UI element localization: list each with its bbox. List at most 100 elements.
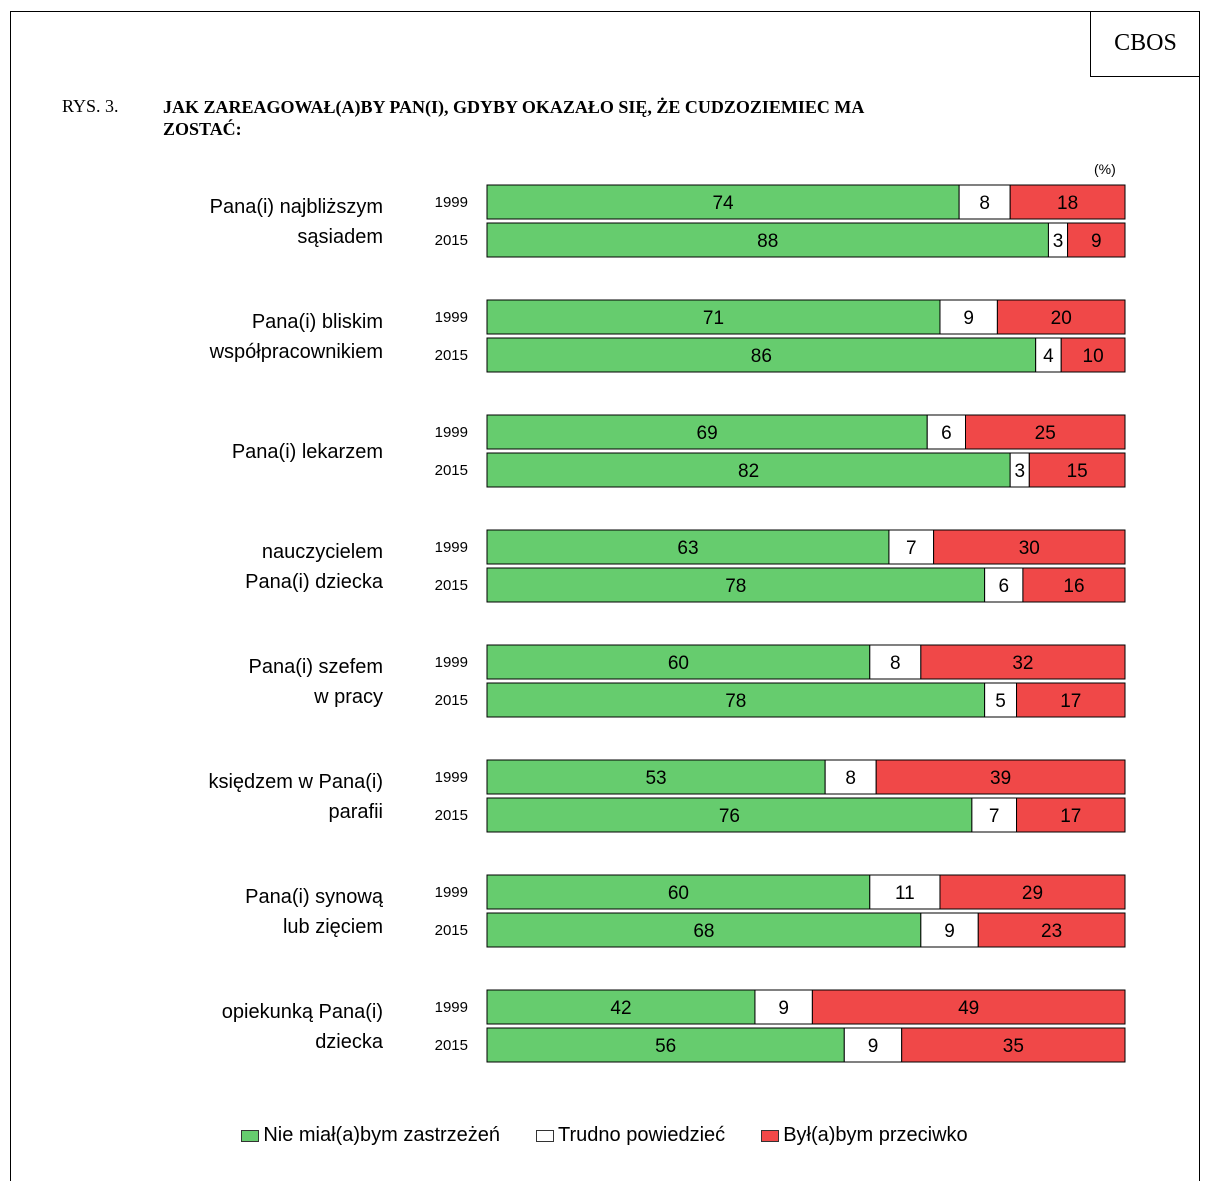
data-label: 78 — [725, 576, 746, 597]
data-label: 86 — [751, 346, 772, 367]
chart-title: JAK ZAREAGOWAŁ(A)BY PAN(I), GDYBY OKAZAŁ… — [163, 97, 864, 139]
year-label: 2015 — [435, 692, 468, 709]
legend-label-hard: Trudno powiedzieć — [558, 1124, 726, 1146]
data-label: 35 — [1003, 1036, 1024, 1057]
year-label: 2015 — [435, 347, 468, 364]
bar-segment-against — [811, 989, 1126, 1025]
category-label: Pana(i) bliskim — [252, 311, 383, 333]
data-label: 29 — [1022, 883, 1043, 904]
data-label: 30 — [1019, 538, 1040, 559]
data-label: 3 — [1053, 231, 1064, 252]
data-label: 60 — [668, 653, 689, 674]
year-label: 1999 — [435, 424, 468, 441]
data-label: 9 — [868, 1036, 879, 1057]
data-label: 42 — [610, 998, 631, 1019]
year-label: 2015 — [435, 807, 468, 824]
category-label: Pana(i) lekarzem — [232, 441, 383, 463]
data-label: 23 — [1041, 921, 1062, 942]
bar-segment-hard — [824, 759, 877, 795]
bar-segment-against — [977, 912, 1126, 948]
bar-segment-hard — [754, 989, 813, 1025]
legend-swatch-hard — [536, 1129, 555, 1142]
category-label: Pana(i) szefem — [249, 656, 384, 678]
category-label: Pana(i) dziecka — [245, 571, 384, 593]
bar-segment-against — [1067, 222, 1126, 258]
data-label: 17 — [1060, 806, 1081, 827]
data-label: 56 — [655, 1036, 676, 1057]
data-label: 5 — [995, 691, 1006, 712]
category-label: księdzem w Pana(i) — [208, 771, 383, 793]
category-label: opiekunką Pana(i) — [222, 1001, 383, 1023]
legend-item-accept: Nie miał(a)bym zastrzeżeń — [241, 1124, 500, 1147]
bar-segment-accept — [486, 337, 1037, 373]
bar-segment-against — [1016, 682, 1126, 718]
bar-segment-against — [1016, 797, 1126, 833]
unit-label: (%) — [1094, 161, 1116, 177]
year-label: 1999 — [435, 999, 468, 1016]
year-label: 2015 — [435, 232, 468, 249]
data-label: 25 — [1035, 423, 1056, 444]
data-label: 32 — [1012, 653, 1033, 674]
year-label: 1999 — [435, 884, 468, 901]
legend-swatch-against — [761, 1129, 780, 1142]
bar-segment-accept — [486, 912, 922, 948]
data-label: 8 — [979, 193, 990, 214]
year-label: 1999 — [435, 654, 468, 671]
category-label: lub zięciem — [283, 916, 383, 938]
data-label: 82 — [738, 461, 759, 482]
legend: Nie miał(a)bym zastrzeżeń Trudno powiedz… — [0, 1124, 1209, 1147]
bar-segment-accept — [486, 222, 1049, 258]
bar-segment-accept — [486, 797, 973, 833]
data-label: 16 — [1063, 576, 1084, 597]
year-label: 2015 — [435, 462, 468, 479]
year-label: 2015 — [435, 922, 468, 939]
data-label: 74 — [712, 193, 734, 214]
bar-segment-hard — [869, 644, 922, 680]
bar-segment-against — [1009, 184, 1126, 220]
bar-segment-against — [875, 759, 1126, 795]
bar-segment-against — [939, 874, 1126, 910]
bar-segment-against — [920, 644, 1126, 680]
category-label: sąsiadem — [297, 226, 383, 248]
data-label: 68 — [693, 921, 714, 942]
data-label: 71 — [703, 308, 724, 329]
data-label: 69 — [697, 423, 718, 444]
bar-segment-hard — [958, 184, 1011, 220]
data-label: 17 — [1060, 691, 1081, 712]
data-label: 9 — [944, 921, 955, 942]
data-label: 78 — [725, 691, 746, 712]
data-label: 9 — [963, 308, 974, 329]
bar-segment-hard — [920, 912, 979, 948]
data-label: 76 — [719, 806, 740, 827]
data-label: 7 — [906, 538, 917, 559]
data-label: 6 — [998, 576, 1009, 597]
bar-segment-accept — [486, 644, 871, 680]
bar-segment-hard — [1035, 337, 1062, 373]
bar-segment-hard — [888, 529, 935, 565]
data-label: 3 — [1014, 461, 1025, 482]
brand-logo: CBOS — [1090, 11, 1200, 77]
data-label: 53 — [645, 768, 666, 789]
category-label: parafii — [329, 801, 383, 823]
bar-segment-accept — [486, 529, 890, 565]
data-label: 6 — [941, 423, 952, 444]
bar-segment-against — [1028, 452, 1126, 488]
bar-segment-hard — [971, 797, 1018, 833]
legend-item-against: Był(a)bym przeciwko — [761, 1124, 968, 1147]
data-label: 8 — [845, 768, 856, 789]
year-label: 1999 — [435, 539, 468, 556]
data-label: 63 — [677, 538, 698, 559]
data-label: 9 — [1091, 231, 1102, 252]
bar-segment-accept — [486, 1027, 845, 1063]
bar-segment-hard — [926, 414, 966, 450]
bar-segment-against — [1060, 337, 1126, 373]
data-label: 8 — [890, 653, 901, 674]
bar-segment-accept — [486, 874, 871, 910]
bar-segment-hard — [984, 682, 1018, 718]
data-label: 11 — [895, 883, 915, 904]
data-label: 15 — [1067, 461, 1088, 482]
data-label: 10 — [1083, 346, 1104, 367]
year-label: 2015 — [435, 577, 468, 594]
year-label: 1999 — [435, 309, 468, 326]
